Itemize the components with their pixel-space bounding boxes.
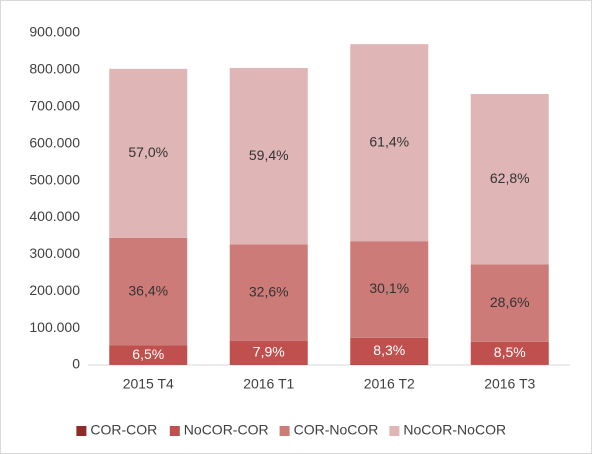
x-tick-label: 2016 T2 <box>364 376 415 392</box>
data-label: 28,6% <box>490 294 530 310</box>
x-tick-label: 2016 T1 <box>243 376 294 392</box>
data-label: 61,4% <box>369 133 409 149</box>
data-label: 7,9% <box>253 344 285 360</box>
x-tick-label: 2015 T4 <box>123 376 174 392</box>
bar-segment <box>470 341 549 365</box>
legend-label: COR-COR <box>90 422 157 438</box>
data-label: 8,3% <box>373 342 405 358</box>
y-tick-label: 0 <box>72 356 80 372</box>
legend-label: NoCOR-NoCOR <box>403 422 506 438</box>
y-tick-label: 400.000 <box>29 208 80 224</box>
bar-segment <box>350 337 429 365</box>
data-label: 59,4% <box>249 147 289 163</box>
bar-segment <box>350 364 429 365</box>
y-tick-label: 500.000 <box>29 171 80 187</box>
bar-segment <box>229 341 308 365</box>
data-label: 62,8% <box>490 170 530 186</box>
y-tick-label: 800.000 <box>29 61 80 77</box>
bar-segment <box>229 68 308 245</box>
bar-segment <box>350 44 429 242</box>
x-tick-label: 2016 T3 <box>484 376 535 392</box>
legend-swatch <box>279 426 290 436</box>
bar-segment <box>109 237 188 346</box>
y-tick-label: 300.000 <box>29 245 80 261</box>
data-label: 36,4% <box>128 282 168 298</box>
legend-label: COR-NoCOR <box>294 422 379 438</box>
bar-segment <box>109 345 188 365</box>
bar-segment <box>350 241 429 338</box>
bar-segment <box>470 264 549 342</box>
legend-swatch <box>389 426 400 436</box>
y-tick-label: 200.000 <box>29 282 80 298</box>
y-tick-label: 600.000 <box>29 134 80 150</box>
data-label: 8,5% <box>494 344 526 360</box>
y-tick-label: 900.000 <box>29 24 80 40</box>
legend-label: NoCOR-COR <box>184 422 269 438</box>
legend-swatch <box>76 426 87 436</box>
data-label: 57,0% <box>128 144 168 160</box>
data-label: 32,6% <box>249 283 289 299</box>
bar-segment <box>470 93 549 265</box>
data-label: 30,1% <box>369 280 409 296</box>
bar-segment <box>109 68 188 238</box>
legend-swatch <box>169 426 180 436</box>
bar-segment <box>229 244 308 342</box>
y-tick-label: 700.000 <box>29 97 80 113</box>
y-tick-label: 100.000 <box>29 319 80 335</box>
data-label: 6,5% <box>132 346 164 362</box>
